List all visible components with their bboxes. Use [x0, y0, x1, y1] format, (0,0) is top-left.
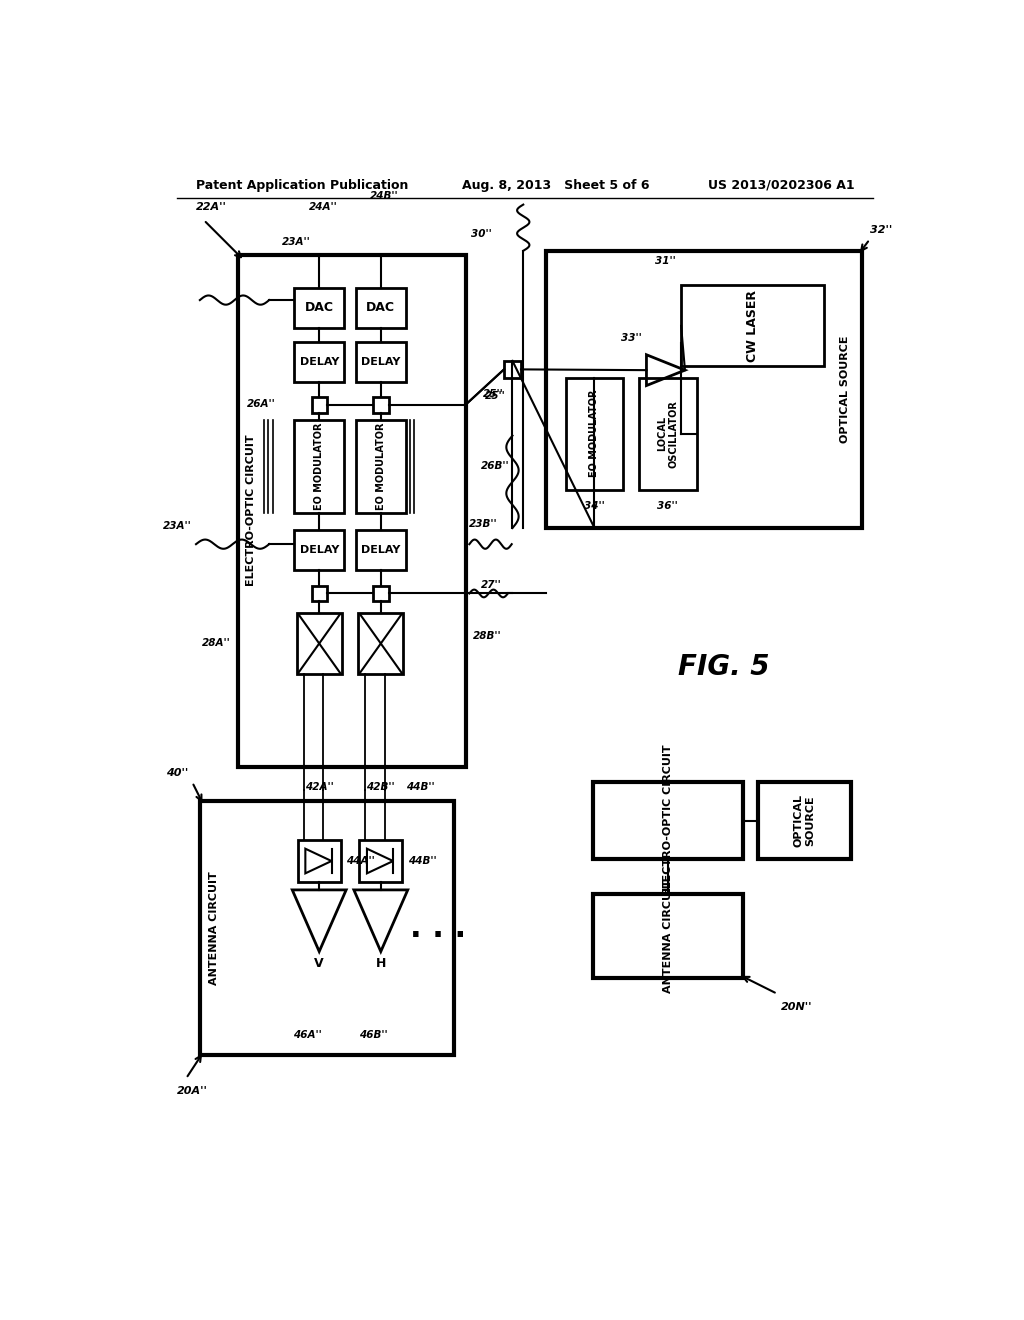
- Text: 31'': 31'': [655, 256, 676, 267]
- FancyBboxPatch shape: [547, 251, 862, 528]
- FancyBboxPatch shape: [239, 255, 466, 767]
- Text: 42B'': 42B'': [367, 783, 395, 792]
- Text: DAC: DAC: [367, 301, 395, 314]
- Text: 26B'': 26B'': [481, 462, 510, 471]
- Text: Aug. 8, 2013   Sheet 5 of 6: Aug. 8, 2013 Sheet 5 of 6: [462, 178, 649, 191]
- FancyBboxPatch shape: [504, 360, 521, 378]
- FancyBboxPatch shape: [373, 586, 388, 601]
- Text: ELECTRO-OPTIC CIRCUIT: ELECTRO-OPTIC CIRCUIT: [663, 744, 673, 896]
- Text: V: V: [314, 957, 324, 970]
- Text: 23A'': 23A'': [282, 238, 310, 247]
- FancyBboxPatch shape: [373, 397, 388, 412]
- FancyBboxPatch shape: [200, 801, 454, 1056]
- Text: US 2013/0202306 A1: US 2013/0202306 A1: [708, 178, 854, 191]
- Text: 26A'': 26A'': [247, 399, 275, 409]
- Text: 25'': 25'': [484, 391, 506, 401]
- FancyBboxPatch shape: [593, 781, 742, 859]
- Text: 22A'': 22A'': [196, 202, 227, 213]
- Text: 28B'': 28B'': [473, 631, 502, 640]
- FancyBboxPatch shape: [294, 420, 344, 512]
- Text: DELAY: DELAY: [361, 356, 400, 367]
- FancyBboxPatch shape: [355, 420, 406, 512]
- FancyBboxPatch shape: [311, 586, 327, 601]
- Text: 44B'': 44B'': [408, 857, 436, 866]
- Text: EO MODULATOR: EO MODULATOR: [376, 422, 386, 510]
- Text: LOCAL
OSCILLATOR: LOCAL OSCILLATOR: [656, 400, 679, 467]
- Text: 30'': 30'': [471, 230, 492, 239]
- FancyBboxPatch shape: [593, 894, 742, 978]
- FancyBboxPatch shape: [758, 781, 851, 859]
- Text: EO MODULATOR: EO MODULATOR: [590, 389, 599, 478]
- Text: 24B'': 24B'': [371, 191, 399, 201]
- FancyBboxPatch shape: [311, 397, 327, 412]
- FancyBboxPatch shape: [355, 531, 406, 570]
- Text: 36'': 36'': [657, 502, 678, 511]
- Text: 25'': 25'': [482, 388, 503, 399]
- Text: 46A'': 46A'': [293, 1030, 322, 1040]
- Text: 34'': 34'': [584, 502, 605, 511]
- Text: 23B'': 23B'': [469, 519, 498, 529]
- Text: 44B'': 44B'': [407, 783, 435, 792]
- Text: 20N'': 20N'': [781, 1002, 813, 1011]
- FancyBboxPatch shape: [355, 288, 406, 327]
- FancyBboxPatch shape: [681, 285, 823, 367]
- Text: DAC: DAC: [305, 301, 334, 314]
- Text: 44A'': 44A'': [346, 857, 375, 866]
- Text: 20A'': 20A'': [177, 1086, 208, 1096]
- FancyBboxPatch shape: [359, 840, 402, 882]
- Text: OPTICAL SOURCE: OPTICAL SOURCE: [840, 335, 850, 444]
- Text: H: H: [376, 957, 386, 970]
- Text: 42A'': 42A'': [305, 783, 334, 792]
- Text: CW LASER: CW LASER: [745, 290, 759, 362]
- Text: 24A'': 24A'': [308, 202, 338, 213]
- Text: ANTENNA CIRCUIT: ANTENNA CIRCUIT: [663, 879, 673, 993]
- Text: DELAY: DELAY: [300, 545, 339, 556]
- Text: DELAY: DELAY: [300, 356, 339, 367]
- Text: OPTICAL
SOURCE: OPTICAL SOURCE: [794, 795, 815, 847]
- FancyBboxPatch shape: [639, 378, 696, 490]
- FancyBboxPatch shape: [298, 840, 341, 882]
- Text: ANTENNA CIRCUIT: ANTENNA CIRCUIT: [209, 871, 219, 985]
- Text: EO MODULATOR: EO MODULATOR: [314, 422, 325, 510]
- FancyBboxPatch shape: [355, 342, 406, 381]
- FancyBboxPatch shape: [294, 342, 344, 381]
- Text: 28A'': 28A'': [202, 639, 230, 648]
- Text: 32'': 32'': [869, 226, 892, 235]
- Text: ELECTRO-OPTIC CIRCUIT: ELECTRO-OPTIC CIRCUIT: [246, 434, 256, 586]
- Text: Patent Application Publication: Patent Application Publication: [196, 178, 409, 191]
- Text: 46B'': 46B'': [358, 1030, 387, 1040]
- FancyBboxPatch shape: [294, 531, 344, 570]
- FancyBboxPatch shape: [297, 612, 342, 675]
- FancyBboxPatch shape: [294, 288, 344, 327]
- Text: DELAY: DELAY: [361, 545, 400, 556]
- Text: 23A'': 23A'': [164, 521, 193, 531]
- Text: 27'': 27'': [481, 579, 502, 590]
- FancyBboxPatch shape: [565, 378, 624, 490]
- Text: . . .: . . .: [411, 913, 467, 942]
- Text: FIG. 5: FIG. 5: [678, 652, 769, 681]
- Text: 33'': 33'': [621, 333, 641, 343]
- Text: 40'': 40'': [166, 768, 188, 779]
- FancyBboxPatch shape: [358, 612, 403, 675]
